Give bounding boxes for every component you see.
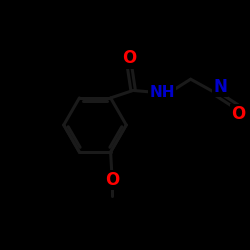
Text: N: N bbox=[213, 78, 227, 96]
Text: O: O bbox=[105, 171, 119, 189]
Text: O: O bbox=[231, 105, 245, 123]
Text: NH: NH bbox=[150, 86, 175, 100]
Text: O: O bbox=[122, 50, 136, 68]
